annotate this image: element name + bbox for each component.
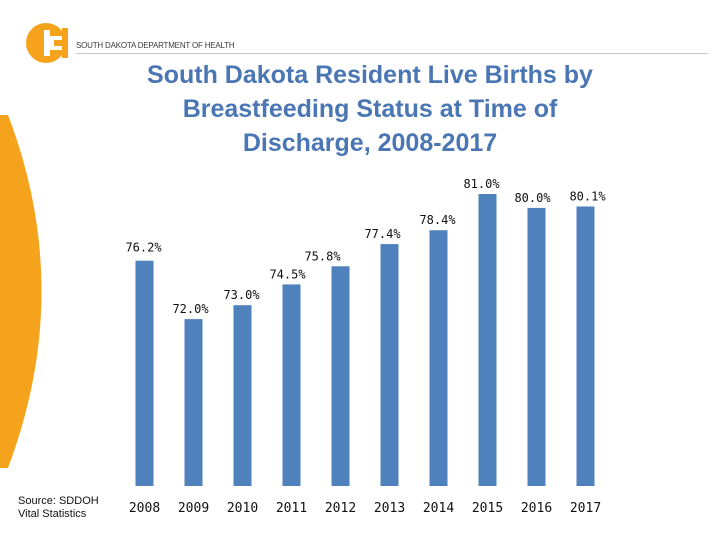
data-label-2012: 75.8% <box>304 249 341 263</box>
x-tick-2008: 2008 <box>129 501 160 516</box>
bar-2010 <box>233 305 252 486</box>
chart-title: South Dakota Resident Live Births by Bre… <box>147 61 593 157</box>
data-label-2009: 72.0% <box>172 302 209 316</box>
source-line-2: Vital Statistics <box>18 508 87 520</box>
source-note: Source: SDDOH Vital Statistics <box>18 495 99 521</box>
data-label-2008: 76.2% <box>125 241 162 255</box>
sd-doh-logo-icon <box>26 23 68 63</box>
bar-2011 <box>282 284 301 486</box>
bar-2015 <box>478 194 497 486</box>
data-labels-group: 76.2% 72.0% 73.0% 74.5% 75.8% 77.4% 78.4% 81.0%… <box>125 177 606 316</box>
data-label-2010: 73.0% <box>223 288 260 302</box>
data-label-2013: 77.4% <box>364 227 401 241</box>
data-label-2017: 80.1% <box>569 190 606 204</box>
bar-2012 <box>331 266 350 486</box>
data-label-2014: 78.4% <box>419 213 456 227</box>
bar-2014 <box>429 230 448 486</box>
x-tick-2016: 2016 <box>521 501 552 516</box>
bar-2016 <box>527 207 546 486</box>
header-rule <box>76 53 708 54</box>
data-label-2015: 81.0% <box>463 177 500 191</box>
source-line-1: Source: SDDOH <box>18 495 99 507</box>
x-tick-2009: 2009 <box>178 501 209 516</box>
x-tick-2014: 2014 <box>423 501 454 516</box>
x-tick-2013: 2013 <box>374 501 405 516</box>
data-label-2011: 74.5% <box>269 267 306 281</box>
bar-2008 <box>135 260 154 486</box>
x-tick-2011: 2011 <box>276 501 307 516</box>
data-label-2016: 80.0% <box>514 191 551 205</box>
x-tick-labels-group: 2008 2009 2010 2011 2012 2013 2014 2015 2016 2017 <box>129 501 601 516</box>
org-name: SOUTH DAKOTA DEPARTMENT OF HEALTH <box>76 41 235 50</box>
bars-group <box>135 194 595 486</box>
x-tick-2010: 2010 <box>227 501 258 516</box>
x-tick-2017: 2017 <box>570 501 601 516</box>
bar-2017 <box>576 206 595 486</box>
header: SOUTH DAKOTA DEPARTMENT OF HEALTH <box>0 0 720 80</box>
bar-2013 <box>380 244 399 486</box>
x-tick-2015: 2015 <box>472 501 503 516</box>
bar-2009 <box>184 319 203 486</box>
x-tick-2012: 2012 <box>325 501 356 516</box>
